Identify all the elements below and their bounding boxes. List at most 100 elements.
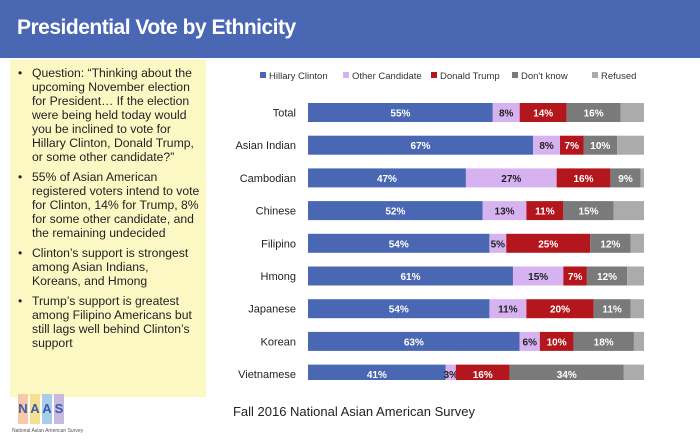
footer-text: Fall 2016 National Asian American Survey	[232, 404, 476, 419]
bar-segment	[445, 364, 456, 380]
category-label: Chinese	[256, 206, 296, 218]
data-label: 55%	[390, 109, 410, 120]
data-label: 16%	[473, 370, 493, 380]
bar-segment	[308, 331, 520, 351]
legend-swatch	[431, 72, 437, 78]
category-label: Korean	[261, 336, 296, 348]
bar-segment	[308, 266, 513, 286]
legend-label: Donald Trump	[440, 71, 500, 82]
logo-letter: N	[18, 394, 28, 424]
bar-segment	[509, 364, 624, 380]
bar-segment	[308, 364, 446, 380]
data-label: 11%	[498, 305, 518, 316]
bullet-item: • Question: “Thinking about the upcoming …	[18, 66, 200, 164]
data-label: 9%	[618, 174, 633, 185]
category-label: Asian Indian	[235, 140, 296, 152]
logo-letter: A	[30, 394, 40, 424]
stacked-bar-chart: Hillary Clinton Other Candidate Donald Tru…	[212, 60, 682, 380]
bar-segment	[489, 299, 527, 319]
data-label: 61%	[400, 272, 420, 283]
data-label: 3%	[444, 370, 459, 380]
legend-label: Refused	[601, 71, 636, 82]
bar-segment	[492, 103, 520, 122]
data-label: 8%	[499, 109, 514, 120]
naas-logo: N A A S National Asian American Survey	[12, 394, 83, 438]
bullet-icon: •	[18, 170, 23, 184]
bar-segment	[512, 266, 564, 286]
data-label: 25%	[538, 239, 558, 250]
legend-swatch	[343, 72, 349, 78]
bar-segment	[617, 135, 644, 155]
data-label: 10%	[547, 337, 567, 348]
bar-segment	[563, 201, 614, 221]
bar-segment	[455, 364, 510, 380]
bar-segment	[556, 168, 611, 188]
bar-segment	[590, 233, 631, 253]
bar-segment	[633, 331, 644, 351]
bar-segment	[308, 201, 483, 221]
data-label: 18%	[594, 337, 614, 348]
bullet-text: Question: “Thinking about the upcoming N…	[32, 66, 194, 164]
logo-letter: S	[54, 394, 64, 424]
data-label: 10%	[590, 141, 610, 152]
data-label: 47%	[377, 174, 397, 185]
bar-segment	[560, 135, 584, 155]
data-label: 14%	[533, 109, 553, 120]
bullet-item: • 55% of Asian American registered voters…	[18, 170, 200, 240]
data-label: 15%	[528, 272, 548, 283]
bar-segment	[593, 299, 631, 319]
bar-segment	[308, 299, 490, 319]
bar-segment	[610, 168, 641, 188]
data-label: 16%	[584, 109, 604, 120]
data-label: 67%	[411, 141, 431, 152]
category-label: Total	[273, 108, 296, 120]
bar-segment	[566, 103, 621, 122]
data-label: 7%	[568, 272, 583, 283]
bar-segment	[620, 103, 644, 122]
data-label: 15%	[579, 207, 599, 218]
bar-segment	[613, 201, 644, 221]
bar-segment	[539, 331, 574, 351]
bar-segment	[308, 233, 490, 253]
data-label: 5%	[491, 239, 506, 250]
bar-segment	[533, 135, 560, 155]
bar-segment	[526, 299, 594, 319]
category-label: Vietnamese	[238, 369, 296, 380]
bar-segment	[586, 266, 628, 286]
bar-segment	[519, 103, 567, 122]
legend-swatch	[260, 72, 266, 78]
bullet-text: 55% of Asian American registered voters …	[32, 170, 200, 240]
bar-segment	[583, 135, 618, 155]
bar-segment	[640, 168, 644, 188]
slide-title: Presidential Vote by Ethnicity	[17, 16, 296, 39]
data-label: 8%	[539, 141, 554, 152]
bar-segment	[308, 135, 534, 155]
bullet-panel: • Question: “Thinking about the upcoming …	[10, 60, 206, 397]
legend-label: Don't know	[521, 71, 568, 82]
category-label: Japanese	[248, 304, 296, 316]
bar-segment	[623, 364, 644, 380]
bar-segment	[526, 201, 564, 221]
bullet-icon: •	[18, 294, 23, 308]
data-label: 16%	[574, 174, 594, 185]
data-label: 11%	[602, 305, 622, 316]
category-label: Filipino	[261, 238, 296, 250]
data-label: 54%	[389, 239, 409, 250]
bullet-icon: •	[18, 66, 23, 80]
data-label: 63%	[404, 337, 424, 348]
bar-segment	[563, 266, 587, 286]
header-banner: Presidential Vote by Ethnicity	[0, 0, 700, 58]
bullet-text: Trump’s support is greatest among Filipi…	[32, 294, 192, 350]
bar-segment	[308, 168, 466, 188]
legend-swatch	[592, 72, 598, 78]
data-label: 11%	[535, 207, 555, 218]
bar-segment	[627, 266, 644, 286]
bar-segment	[573, 331, 634, 351]
bullet-item: • Trump’s support is greatest among Filip…	[18, 294, 200, 350]
bar-segment	[308, 103, 493, 122]
bar-segment	[482, 201, 527, 221]
bullet-text: Clinton’s support is strongest among Asi…	[32, 246, 189, 288]
legend-label: Other Candidate	[352, 71, 422, 82]
bar-segment	[630, 299, 644, 319]
bar-segment	[489, 233, 507, 253]
